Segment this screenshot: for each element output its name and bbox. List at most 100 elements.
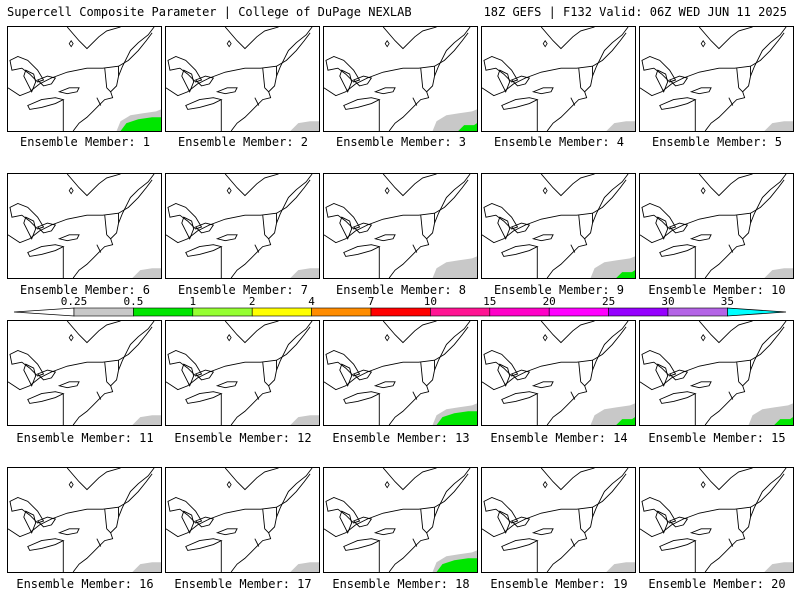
basemap <box>324 321 477 425</box>
lake-superior <box>483 349 519 377</box>
colorbar-segment <box>311 307 372 317</box>
lake-superior <box>483 202 519 230</box>
lake-superior <box>483 496 519 524</box>
lake-erie <box>501 391 539 404</box>
scp-shading-mid <box>774 417 793 425</box>
coastline <box>66 321 155 425</box>
lake-michigan <box>181 510 195 534</box>
basemap <box>640 468 793 572</box>
ensemble-member-label: Ensemble Member: 12 <box>174 431 312 445</box>
coastline <box>540 468 629 572</box>
lake-ontario <box>373 528 396 536</box>
island-marker-icon <box>68 187 74 195</box>
scp-shading-mid <box>458 123 477 131</box>
colorbar-tick-label: 10 <box>423 295 438 308</box>
map-panel <box>165 26 320 132</box>
lake-erie <box>501 244 539 257</box>
lake-huron <box>36 369 57 381</box>
basemap <box>166 468 319 572</box>
state-borders <box>220 66 277 131</box>
coastline <box>382 468 471 572</box>
ensemble-member-label: Ensemble Member: 15 <box>648 431 786 445</box>
colorbar-tick-label: 7 <box>367 295 375 308</box>
ensemble-member-label: Ensemble Member: 19 <box>490 577 628 591</box>
ensemble-member-label: Ensemble Member: 7 <box>177 283 309 297</box>
lake-erie <box>185 244 223 257</box>
basemap <box>324 174 477 278</box>
lake-ontario <box>373 381 396 389</box>
ensemble-member-label: Ensemble Member: 1 <box>19 135 151 149</box>
ensemble-member-label: Ensemble Member: 5 <box>651 135 783 149</box>
coastline <box>382 27 471 131</box>
state-borders <box>220 213 277 278</box>
lake-michigan <box>655 363 669 387</box>
lake-michigan <box>23 510 37 534</box>
lake-ontario <box>689 381 712 389</box>
basemap <box>482 27 635 131</box>
colorbar-tick-label: 30 <box>661 295 675 308</box>
coastline <box>382 321 471 425</box>
coastline <box>540 174 629 278</box>
basemap <box>324 27 477 131</box>
coastline <box>698 468 787 572</box>
state-borders <box>378 507 435 572</box>
map-panel <box>639 467 794 573</box>
state-borders <box>536 66 593 131</box>
lake-ontario <box>531 234 554 242</box>
lake-ontario <box>57 234 80 242</box>
lake-huron <box>668 369 689 381</box>
lake-huron <box>352 516 373 528</box>
lake-michigan <box>339 69 353 93</box>
lake-michigan <box>181 69 195 93</box>
lake-superior <box>641 202 677 230</box>
scp-shading-low <box>132 268 161 278</box>
island-marker-icon <box>700 334 706 342</box>
island-marker-icon <box>68 334 74 342</box>
run-info: 18Z GEFS | F132 Valid: 06Z WED JUN 11 20… <box>483 5 787 19</box>
lake-ontario <box>689 528 712 536</box>
colorbar-segment <box>251 307 312 317</box>
scp-shading-low <box>290 121 319 131</box>
lake-michigan <box>181 363 195 387</box>
basemap <box>640 27 793 131</box>
map-panel <box>323 26 478 132</box>
basemap <box>482 174 635 278</box>
lake-ontario <box>57 381 80 389</box>
coastline <box>698 321 787 425</box>
lake-huron <box>352 222 373 234</box>
island-marker-icon <box>226 334 232 342</box>
map-panel <box>165 467 320 573</box>
island-marker-icon <box>226 481 232 489</box>
lake-ontario <box>215 87 238 95</box>
lake-huron <box>36 75 57 87</box>
scp-shading-low <box>290 268 319 278</box>
state-borders <box>694 360 751 425</box>
lake-michigan <box>497 363 511 387</box>
lake-erie <box>501 97 539 110</box>
lake-ontario <box>689 87 712 95</box>
state-borders <box>536 507 593 572</box>
lake-michigan <box>23 363 37 387</box>
lake-superior <box>167 349 203 377</box>
lake-superior <box>167 55 203 83</box>
colorbar-segment <box>192 307 253 317</box>
lake-superior <box>483 55 519 83</box>
lake-huron <box>36 222 57 234</box>
map-panel <box>639 320 794 426</box>
colorbar-segment <box>370 307 431 317</box>
scp-shading-low <box>132 415 161 425</box>
lake-erie <box>185 391 223 404</box>
lake-michigan <box>339 216 353 240</box>
colorbar-segment <box>608 307 669 317</box>
ensemble-member-label: Ensemble Member: 13 <box>332 431 470 445</box>
ensemble-member-label: Ensemble Member: 9 <box>493 283 625 297</box>
island-marker-icon <box>700 481 706 489</box>
island-marker-icon <box>542 187 548 195</box>
scp-shading-low <box>764 562 793 572</box>
colorbar-segment <box>489 307 550 317</box>
lake-ontario <box>689 234 712 242</box>
lake-erie <box>27 97 65 110</box>
lake-superior <box>9 55 45 83</box>
lake-huron <box>194 369 215 381</box>
lake-erie <box>659 538 697 551</box>
